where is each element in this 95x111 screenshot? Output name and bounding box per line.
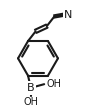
Text: N: N bbox=[64, 10, 72, 20]
Text: B: B bbox=[27, 83, 35, 93]
Text: OH: OH bbox=[46, 79, 61, 89]
Text: OH: OH bbox=[23, 97, 38, 107]
